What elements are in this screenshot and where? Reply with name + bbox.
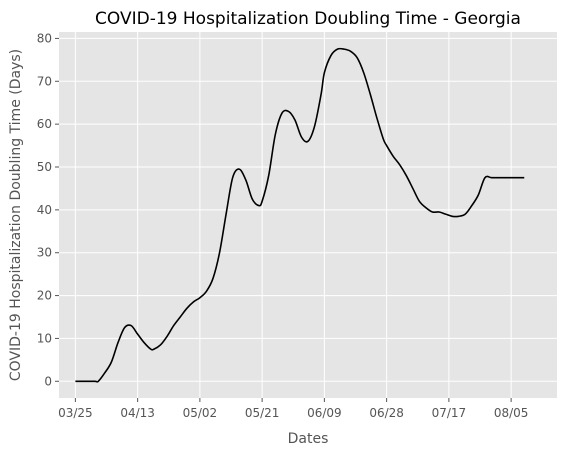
x-tick-label: 06/09 [307, 406, 342, 420]
y-tick-label: 60 [37, 117, 52, 131]
x-tick-label: 06/28 [369, 406, 404, 420]
y-tick-label: 70 [37, 74, 52, 88]
y-tick-label: 80 [37, 31, 52, 45]
grid [59, 32, 557, 398]
x-tick-label: 07/17 [432, 406, 467, 420]
y-tick-label: 20 [37, 289, 52, 303]
x-axis-label: Dates [288, 431, 329, 447]
x-tick-label: 05/21 [245, 406, 280, 420]
y-tick-label: 40 [37, 203, 52, 217]
y-tick-label: 0 [44, 374, 52, 388]
plot-area [59, 32, 557, 398]
x-tick-label: 08/05 [494, 406, 529, 420]
y-tick-label: 30 [37, 246, 52, 260]
y-tick-label: 50 [37, 160, 52, 174]
x-tick-label: 03/25 [58, 406, 93, 420]
x-tick-label: 05/02 [183, 406, 218, 420]
tick-labels: 03/25 04/13 05/02 05/21 06/09 06/28 07/17 08/05… [37, 31, 529, 420]
y-axis-label: COVID-19 Hospitalization Doubling Time (… [8, 49, 24, 381]
series-line [75, 47, 525, 383]
chart-title: COVID-19 Hospitalization Doubling Time -… [95, 9, 521, 29]
y-tick-label: 10 [37, 331, 52, 345]
x-tick-label: 04/13 [120, 406, 155, 420]
